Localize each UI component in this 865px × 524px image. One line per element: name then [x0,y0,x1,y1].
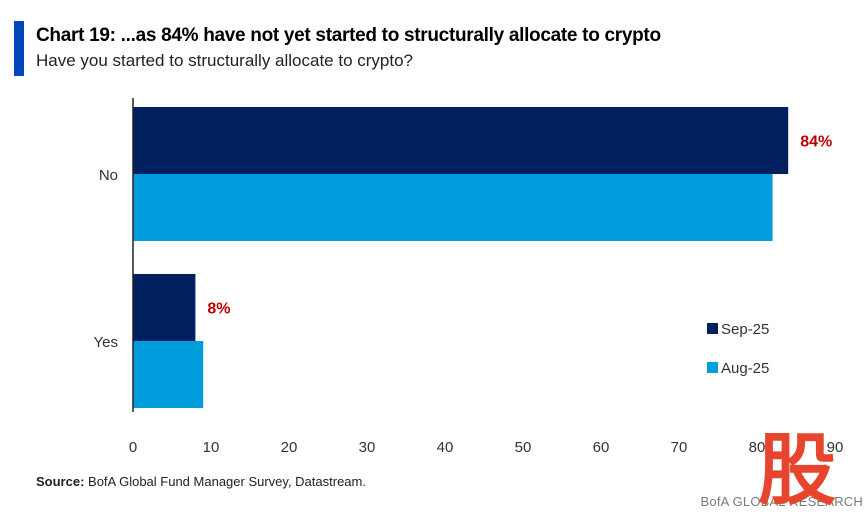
x-tick-label: 70 [671,439,688,456]
x-tick-label: 60 [593,439,610,456]
watermark-logo: 股 [757,426,836,516]
title-accent-bar [14,21,24,76]
legend-label-aug-25: Aug-25 [721,360,769,377]
bar-yes-sep-25 [133,274,196,341]
legend-swatch-sep-25 [707,323,718,334]
data-label-no: 84% [800,134,832,151]
source-text: BofA Global Fund Manager Survey, Datastr… [84,474,366,489]
legend-swatch-aug-25 [707,362,718,373]
x-tick-label: 80 [749,439,766,456]
x-tick-label: 30 [359,439,376,456]
x-tick-label: 40 [437,439,454,456]
legend-label-sep-25: Sep-25 [721,321,769,338]
x-tick-label: 10 [203,439,220,456]
x-tick-label: 0 [129,439,137,456]
category-label-no: No [99,167,118,184]
brand-label: BofA GLOBAL RESEARCH [700,494,863,509]
chart-subtitle: Have you started to structurally allocat… [36,51,414,70]
x-tick-label: 20 [281,439,298,456]
data-label-yes: 8% [207,301,230,318]
bar-yes-aug-25 [133,341,204,408]
chart-title: Chart 19: ...as 84% have not yet started… [36,25,661,46]
bar-no-sep-25 [133,107,789,174]
bar-no-aug-25 [133,174,773,241]
source-label: Source: [36,474,85,489]
x-tick-label: 50 [515,439,532,456]
source-note: Source: BofA Global Fund Manager Survey,… [36,474,366,489]
category-label-yes: Yes [94,334,118,351]
x-tick-label: 90 [827,439,844,456]
